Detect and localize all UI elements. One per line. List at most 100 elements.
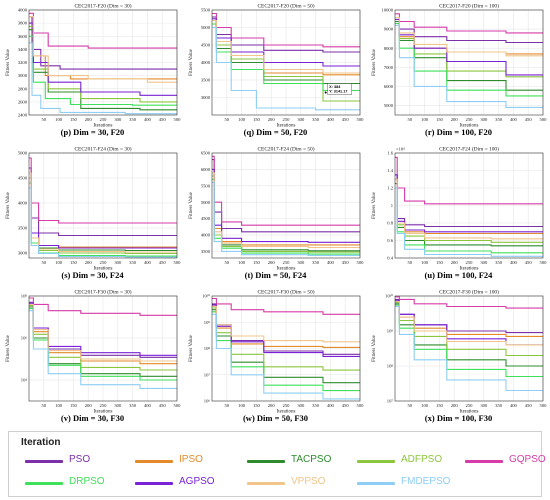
x-tick-label: 500 bbox=[174, 260, 182, 265]
y-tick-label: 6000 bbox=[384, 84, 394, 89]
x-tick-label: 400 bbox=[510, 403, 518, 408]
x-tick-label: 150 bbox=[253, 260, 261, 265]
x-axis-label: Iterations bbox=[94, 410, 113, 414]
y-tick-label: 0.4 bbox=[387, 256, 393, 261]
legend: Iteration PSO IPSO TACPSO ADFPSO GQPSO DRPSO A… bbox=[8, 431, 546, 497]
y-tick-label: 5500 bbox=[201, 183, 211, 188]
legend-swatch bbox=[25, 460, 63, 463]
x-tick-label: 400 bbox=[327, 117, 335, 122]
y-tick-label: 1.4 bbox=[387, 168, 393, 173]
series-line-fmdepso bbox=[29, 42, 177, 115]
x-tick-label: 450 bbox=[342, 117, 350, 122]
x-axis-label: Iterations bbox=[277, 267, 296, 271]
x-tick-label: 50 bbox=[225, 260, 230, 265]
legend-swatch bbox=[465, 460, 503, 463]
x-tick-label: 250 bbox=[466, 403, 474, 408]
y-tick-label: 4000 bbox=[18, 201, 28, 206]
x-tick-label: 150 bbox=[70, 117, 78, 122]
x-tick-label: 450 bbox=[342, 260, 350, 265]
chart-panel-x: 50 100 150 200 250 300 350 400 450 500 10⁷ 10⁸ 10⁹ 10… bbox=[367, 286, 550, 429]
datatip-text: Y: 3141.17 bbox=[329, 90, 347, 94]
x-tick-label: 350 bbox=[312, 117, 320, 122]
datatip-marker bbox=[324, 91, 327, 94]
x-tick-label: 200 bbox=[85, 403, 93, 408]
y-tick-label: 10¹⁰ bbox=[202, 294, 210, 299]
series-line-drpso bbox=[29, 35, 177, 106]
chart-title: CEC2017-F24 (Dim = 30) bbox=[74, 146, 131, 153]
y-tick-label: 1 bbox=[391, 203, 394, 208]
x-tick-label: 150 bbox=[253, 117, 261, 122]
chart-panel-t: 50 100 150 200 250 300 350 400 450 500 3500 4000 450… bbox=[184, 143, 367, 286]
x-tick-label: 500 bbox=[174, 403, 182, 408]
x-tick-label: 300 bbox=[297, 403, 305, 408]
y-tick-label: 10⁷ bbox=[387, 399, 394, 404]
legend-label: IPSO bbox=[179, 454, 203, 465]
x-tick-label: 150 bbox=[70, 260, 78, 265]
x-tick-label: 200 bbox=[268, 117, 276, 122]
chart-panel-v: 50 100 150 200 250 300 350 400 450 500 10⁴ 10⁶ 10⁸ CE… bbox=[1, 286, 184, 429]
x-tick-label: 150 bbox=[70, 403, 78, 408]
chart-caption: (u) Dim = 100, F24 bbox=[424, 270, 493, 280]
series-line-fmdepso bbox=[212, 313, 360, 400]
y-tick-label: 4000 bbox=[18, 8, 28, 13]
legend-swatch bbox=[357, 482, 395, 485]
legend-label: ADFPSO bbox=[401, 454, 443, 465]
legend-label: DRPSO bbox=[69, 476, 105, 487]
legend-swatch bbox=[247, 482, 285, 485]
series-line-fmdepso bbox=[212, 181, 360, 256]
x-tick-label: 450 bbox=[525, 117, 533, 122]
legend-swatch bbox=[25, 482, 63, 485]
y-tick-label: 5000 bbox=[384, 103, 394, 108]
y-tick-label: 10⁸ bbox=[21, 294, 28, 299]
y-tick-label: 10¹⁰ bbox=[385, 294, 393, 299]
legend-label: AGPSO bbox=[179, 476, 215, 487]
y-tick-label: 10⁴ bbox=[21, 378, 28, 383]
y-tick-label: 3000 bbox=[201, 95, 211, 100]
x-tick-label: 50 bbox=[408, 117, 413, 122]
y-tick-label: 3000 bbox=[18, 251, 28, 256]
x-tick-label: 350 bbox=[129, 403, 137, 408]
x-tick-label: 150 bbox=[436, 260, 444, 265]
x-tick-label: 400 bbox=[327, 260, 335, 265]
y-tick-label: 2800 bbox=[18, 86, 28, 91]
series-line-gqpso bbox=[395, 296, 543, 309]
y-tick-label: 0.6 bbox=[387, 238, 393, 243]
chart-svg-u: 50 100 150 200 250 300 350 400 450 500 0.4 0.6 0.8 1 1… bbox=[372, 146, 547, 271]
x-tick-label: 200 bbox=[85, 260, 93, 265]
axes-frame bbox=[394, 295, 544, 402]
series-line-fmdepso bbox=[395, 305, 543, 392]
chart-title: CEC2017-F30 (Dim = 30) bbox=[74, 289, 131, 296]
y-tick-label: 3600 bbox=[18, 34, 28, 39]
x-tick-label: 350 bbox=[495, 117, 503, 122]
x-tick-label: 100 bbox=[421, 260, 429, 265]
series-line-gqpso bbox=[212, 297, 360, 315]
chart-title: CEC2017-F20 (Dim = 30) bbox=[74, 3, 131, 10]
x-tick-label: 250 bbox=[100, 403, 108, 408]
y-tick-label: 10⁶ bbox=[21, 336, 28, 341]
chart-svg-s: 50 100 150 200 250 300 350 400 450 500 3000 3500 400… bbox=[6, 146, 182, 271]
series-line-agpso bbox=[29, 22, 177, 96]
y-axis-label: Fitness Value bbox=[6, 191, 11, 218]
y-axis-label: Fitness Value bbox=[372, 48, 377, 75]
y-tick-label: 3400 bbox=[18, 47, 28, 52]
legend-label: GQPSO bbox=[509, 454, 546, 465]
y-tick-label: 3800 bbox=[18, 21, 28, 26]
x-tick-label: 500 bbox=[174, 117, 182, 122]
x-tick-label: 500 bbox=[357, 260, 365, 265]
y-tick-label: 5000 bbox=[201, 25, 211, 30]
x-axis-label: Iterations bbox=[277, 410, 296, 414]
x-tick-label: 50 bbox=[408, 260, 413, 265]
x-tick-label: 500 bbox=[357, 117, 365, 122]
chart-title: CEC2017-F24 (Dim = 50) bbox=[257, 146, 314, 153]
chart-panel-p: 50 100 150 200 250 300 350 400 450 500 2400 2600 280… bbox=[1, 0, 184, 143]
chart-title: CEC2017-F20 (Dim = 100) bbox=[439, 3, 499, 10]
x-tick-label: 200 bbox=[268, 403, 276, 408]
chart-title: CEC2017-F20 (Dim = 50) bbox=[257, 3, 314, 10]
x-tick-label: 50 bbox=[225, 403, 230, 408]
x-tick-label: 100 bbox=[238, 403, 246, 408]
x-tick-label: 250 bbox=[466, 117, 474, 122]
legend-swatch bbox=[135, 460, 173, 463]
x-tick-label: 250 bbox=[283, 260, 291, 265]
series-line-fmdepso bbox=[395, 24, 543, 108]
chart-svg-t: 50 100 150 200 250 300 350 400 450 500 3500 4000 450… bbox=[189, 146, 365, 271]
